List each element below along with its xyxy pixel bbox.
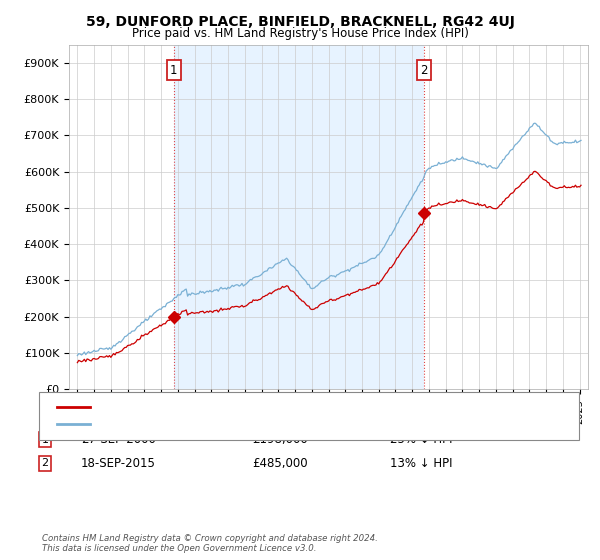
Text: 2: 2	[41, 458, 49, 468]
Text: 1: 1	[41, 435, 49, 445]
Text: HPI: Average price, detached house, Bracknell Forest: HPI: Average price, detached house, Brac…	[97, 419, 374, 430]
Text: Contains HM Land Registry data © Crown copyright and database right 2024.
This d: Contains HM Land Registry data © Crown c…	[42, 534, 378, 553]
Text: £198,000: £198,000	[252, 433, 308, 446]
Text: 18-SEP-2015: 18-SEP-2015	[81, 456, 156, 470]
Text: £485,000: £485,000	[252, 456, 308, 470]
Text: 27-SEP-2000: 27-SEP-2000	[81, 433, 156, 446]
Bar	[173, 45, 424, 389]
Text: 25% ↓ HPI: 25% ↓ HPI	[390, 433, 452, 446]
Text: Price paid vs. HM Land Registry's House Price Index (HPI): Price paid vs. HM Land Registry's House …	[131, 27, 469, 40]
Text: 13% ↓ HPI: 13% ↓ HPI	[390, 456, 452, 470]
Text: 59, DUNFORD PLACE, BINFIELD, BRACKNELL, RG42 4UJ: 59, DUNFORD PLACE, BINFIELD, BRACKNELL, …	[86, 15, 514, 29]
Text: 1: 1	[170, 64, 178, 77]
Text: 2: 2	[421, 64, 428, 77]
Text: 59, DUNFORD PLACE, BINFIELD, BRACKNELL, RG42 4UJ (detached house): 59, DUNFORD PLACE, BINFIELD, BRACKNELL, …	[97, 402, 478, 412]
